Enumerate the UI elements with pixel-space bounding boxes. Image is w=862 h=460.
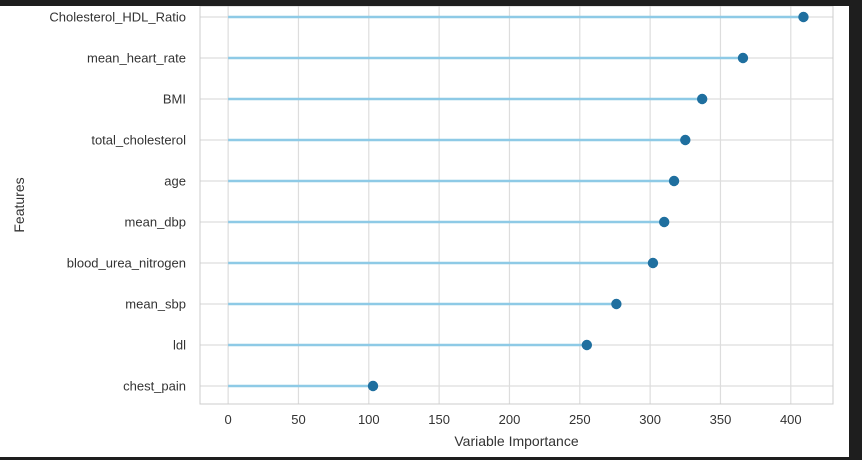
x-tick-label: 50 [291,412,305,427]
x-tick-label: 300 [639,412,661,427]
y-tick-label: mean_dbp [125,215,186,230]
x-tick-label: 200 [499,412,521,427]
y-tick-label: mean_sbp [125,297,186,312]
y-tick-label: chest_pain [123,379,186,394]
lollipop-marker [696,93,708,105]
x-tick-label: 0 [225,412,232,427]
lollipop-marker [581,339,593,351]
plot-frame [199,6,834,405]
lollipop-marker [737,52,749,64]
lollipop-stems [228,15,804,388]
x-tick-labels: 0 50 100 150 200 250 300 350 400 [225,412,802,427]
y-tick-labels: Cholesterol_HDL_Ratio mean_heart_rate BMI t… [49,10,186,394]
lollipop-marker [680,134,691,146]
y-tick-label: age [164,174,186,189]
lollipop-markers [367,11,809,392]
x-tick-label: 100 [358,412,380,427]
lollipop-marker [367,380,379,392]
x-tick-label: 400 [780,412,802,427]
lollipop-marker [659,216,670,228]
lollipop-marker [647,257,659,269]
y-tick-label: BMI [163,92,186,107]
y-axis-label: Features [11,177,27,232]
lollipop-marker [668,175,680,187]
x-tick-label: 250 [569,412,591,427]
y-tick-label: Cholesterol_HDL_Ratio [49,10,186,25]
y-tick-label: total_cholesterol [91,133,186,148]
variable-importance-chart: Cholesterol_HDL_Ratio mean_heart_rate BMI t… [11,6,834,449]
y-tick-label: ldl [173,338,186,353]
y-tick-label: mean_heart_rate [87,51,186,66]
plot-area [200,6,833,404]
y-tick-label: blood_urea_nitrogen [67,256,186,271]
lollipop-marker [798,11,809,23]
x-axis-label: Variable Importance [454,433,578,449]
x-tick-label: 350 [710,412,732,427]
x-tick-label: 150 [428,412,450,427]
lollipop-marker [611,298,622,310]
chart-panel: Cholesterol_HDL_Ratio mean_heart_rate BMI t… [0,6,849,457]
